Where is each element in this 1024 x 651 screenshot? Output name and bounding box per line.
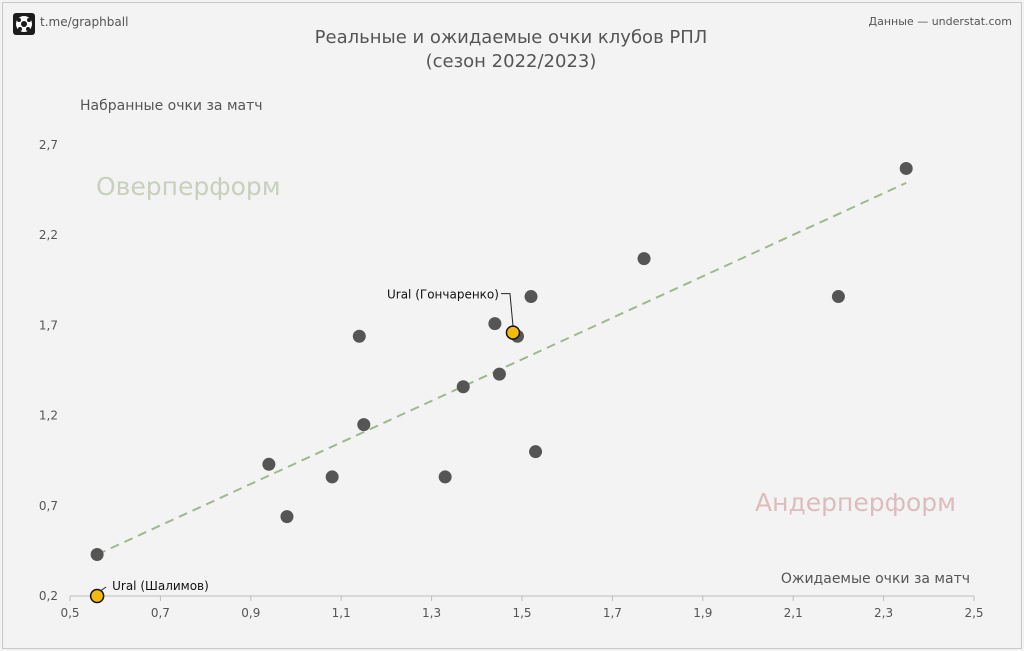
x-tick-label: 1,7 (603, 606, 622, 620)
x-tick-label: 0,9 (241, 606, 260, 620)
highlight-label: Ural (Гончаренко) (387, 288, 499, 302)
y-tick-label: 1,7 (39, 318, 58, 332)
data-point (262, 457, 276, 471)
data-point (637, 252, 651, 266)
data-point (280, 510, 294, 524)
x-tick-label: 1,9 (693, 606, 712, 620)
x-tick-label: 1,1 (332, 606, 351, 620)
data-point (438, 470, 452, 484)
x-tick-label: 1,5 (512, 606, 531, 620)
highlight-point (505, 325, 521, 340)
underperform-label: Андерперформ (755, 488, 956, 517)
graphball-logo-icon (13, 13, 35, 35)
x-tick-label: 1,3 (422, 606, 441, 620)
data-point (492, 367, 506, 381)
data-point (899, 161, 913, 175)
data-point (357, 418, 371, 432)
x-tick-label: 2,5 (964, 606, 983, 620)
chart-subtitle: (сезон 2022/2023) (426, 51, 597, 72)
data-point (352, 329, 366, 343)
data-point (325, 470, 339, 484)
data-point (529, 445, 543, 459)
data-point (456, 380, 470, 394)
y-tick-label: 2,7 (39, 138, 58, 152)
data-point (90, 548, 104, 562)
data-point (488, 317, 502, 331)
trendline (96, 181, 907, 556)
x-tick-label: 0,5 (60, 606, 79, 620)
x-tick-label: 0,7 (151, 606, 170, 620)
highlight-point (89, 588, 105, 604)
callout-line (500, 293, 514, 326)
chart-title: Реальные и ожидаемые очки клубов РПЛ (315, 27, 708, 48)
data-point (831, 290, 845, 304)
x-tick-label: 2,1 (784, 606, 803, 620)
highlight-label: Ural (Шалимов) (112, 579, 209, 593)
y-tick-label: 0,7 (39, 499, 58, 513)
overperform-label: Оверперформ (96, 172, 281, 201)
source-text: Данные — understat.com (868, 15, 1012, 28)
logo-text[interactable]: t.me/graphball (40, 15, 129, 29)
x-tick-label: 2,3 (874, 606, 893, 620)
y-tick-label: 0,2 (39, 589, 58, 603)
y-axis-label: Набранные очки за матч (80, 98, 263, 114)
x-axis-label: Ожидаемые очки за матч (781, 571, 970, 587)
y-tick-label: 1,2 (39, 409, 58, 423)
data-point (524, 290, 538, 304)
y-tick-label: 2,2 (39, 228, 58, 242)
